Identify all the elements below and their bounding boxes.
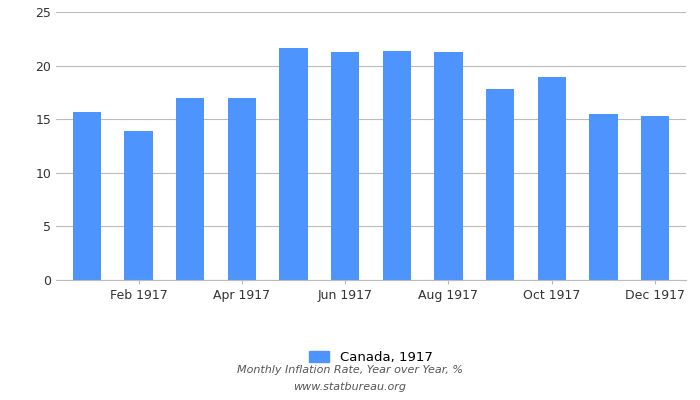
Bar — [434, 52, 463, 280]
Text: www.statbureau.org: www.statbureau.org — [293, 382, 407, 392]
Bar — [176, 98, 204, 280]
Bar — [331, 52, 359, 280]
Bar — [73, 112, 102, 280]
Bar — [125, 131, 153, 280]
Bar — [486, 89, 514, 280]
Bar — [589, 114, 617, 280]
Bar — [538, 77, 566, 280]
Bar — [383, 50, 411, 280]
Bar — [640, 116, 669, 280]
Legend: Canada, 1917: Canada, 1917 — [304, 346, 438, 369]
Text: Monthly Inflation Rate, Year over Year, %: Monthly Inflation Rate, Year over Year, … — [237, 365, 463, 375]
Bar — [228, 98, 256, 280]
Bar — [279, 48, 308, 280]
